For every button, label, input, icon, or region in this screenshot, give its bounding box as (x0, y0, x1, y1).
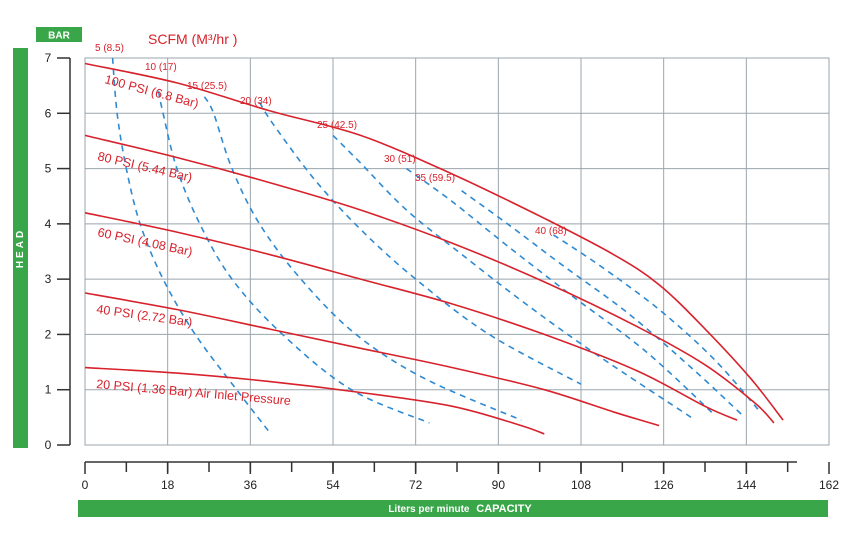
y-tick-label: 3 (45, 272, 52, 286)
x-tick-label: 36 (244, 478, 258, 492)
x-tick-label: 162 (819, 478, 839, 492)
x-tick-label: 90 (492, 478, 506, 492)
pressure-curve-5 (84, 366, 545, 435)
x-tick-label: 54 (326, 478, 340, 492)
pressure-curve-2 (84, 134, 775, 424)
y-tick-label: 0 (45, 438, 52, 452)
air-curve-4 (258, 101, 582, 385)
plot-frame (84, 57, 830, 446)
air-consumption-curves (111, 57, 761, 432)
pressure-curve-label: 40 PSI (2.72 Bar) (96, 302, 194, 329)
air-curve-8 (552, 234, 761, 413)
capacity-axis-unit-text: Liters per minute (388, 504, 470, 515)
bar-unit-band (36, 27, 82, 42)
y-tick-label: 1 (45, 383, 52, 397)
y-tick-label: 5 (45, 162, 52, 176)
air-curve-2 (157, 91, 430, 424)
air-curve-label: 30 (51) (384, 154, 416, 165)
air-curve-label: 5 (8.5) (95, 43, 124, 54)
x-tick-label: 126 (654, 478, 674, 492)
pressure-curve-1 (84, 62, 784, 421)
capacity-axis-bold-text: CAPACITY (476, 503, 532, 515)
y-tick-label: 4 (45, 217, 52, 231)
y-tick-label: 2 (45, 327, 52, 341)
air-curve-1 (111, 57, 270, 432)
pressure-curve-3 (84, 212, 738, 421)
capacity-axis-band (78, 500, 828, 517)
head-axis-label: HEAD (15, 228, 26, 268)
x-tick-label: 108 (571, 478, 591, 492)
chart-title: SCFM (M³/hr ) (148, 31, 237, 47)
pressure-curve-4 (84, 292, 660, 427)
pressure-curve-label: 20 PSI (1.36 Bar) Air Inlet Pressure (96, 377, 292, 408)
x-tick-label: 0 (82, 478, 89, 492)
capacity-axis-label: Liters per minute CAPACITY (388, 503, 532, 515)
air-curve-label: 35 (59.5) (415, 173, 455, 184)
pressure-curve-label: 60 PSI (4.08 Bar) (96, 225, 193, 259)
grid (84, 57, 830, 446)
y-tick-label: 7 (45, 51, 52, 65)
air-curve-7 (461, 190, 743, 416)
air-pressure-curves (84, 62, 784, 435)
y-tick-label: 6 (45, 106, 52, 120)
pressure-curve-label: 100 PSI (6.8 Bar) (103, 72, 200, 111)
x-tick-label: 144 (736, 478, 756, 492)
air-curve-label: 25 (42.5) (317, 120, 357, 131)
x-tick-label: 18 (161, 478, 175, 492)
air-curve-label: 15 (25.5) (187, 81, 227, 92)
air-curve-label: 20 (34) (240, 96, 272, 107)
air-curve-3 (203, 96, 522, 421)
curve-labels: 100 PSI (6.8 Bar) 80 PSI (5.44 Bar) 60 PSI… (95, 43, 567, 408)
air-curve-label: 10 (17) (145, 62, 177, 73)
air-curve-label: 40 (68) (535, 226, 567, 237)
bar-unit-label: BAR (48, 31, 70, 42)
axes: 0 1 2 3 4 5 6 7 0 18 36 54 72 90 108 126 144 162 (45, 51, 840, 492)
head-axis-band (13, 48, 28, 448)
x-tick-label: 72 (409, 478, 423, 492)
air-curve-6 (406, 167, 715, 416)
pressure-curve-label: 80 PSI (5.44 Bar) (96, 149, 193, 184)
air-curve-5 (332, 134, 692, 419)
